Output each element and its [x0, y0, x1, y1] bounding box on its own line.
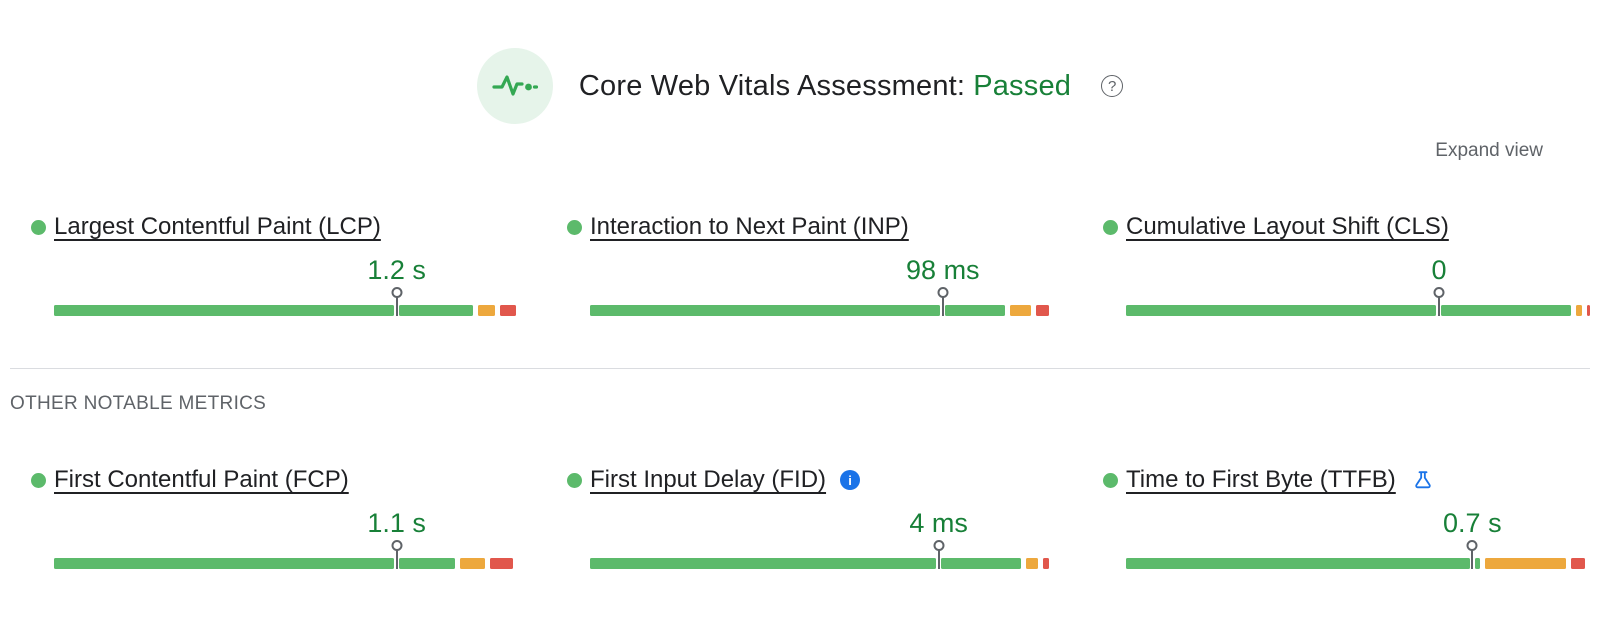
distribution-segment-poor — [1042, 558, 1050, 569]
metric-header: Largest Contentful Paint (LCP) — [31, 212, 517, 242]
distribution-segment-good — [399, 558, 455, 569]
metric-link[interactable]: First Input Delay (FID) — [590, 466, 827, 493]
metric-value: 4 ms — [909, 508, 968, 538]
assessment-status: Passed — [973, 69, 1072, 102]
other-metrics-section-label: OTHER NOTABLE METRICS — [10, 393, 267, 414]
metric-status-dot — [31, 219, 46, 235]
pin-stem — [937, 550, 940, 569]
percentile-pin-marker — [1433, 287, 1445, 316]
metric-link[interactable]: Largest Contentful Paint (LCP) — [54, 213, 381, 240]
distribution-segment-good — [590, 558, 936, 569]
distribution-segment-ni — [1009, 305, 1031, 316]
distribution-bar — [590, 305, 1053, 316]
distribution-segment-good — [1126, 305, 1437, 316]
pulse-icon — [476, 48, 553, 124]
distribution-bar — [590, 558, 1053, 569]
distribution-bar — [1126, 305, 1590, 316]
metric-header: First Input Delay (FID) i — [567, 465, 1053, 495]
metric-value: 98 ms — [906, 255, 980, 285]
metric-value: 0.7 s — [1443, 508, 1502, 538]
distribution-segment-ni — [459, 558, 486, 569]
distribution-segment-poor — [1035, 305, 1050, 316]
metric-card: First Contentful Paint (FCP) 1.1 s — [31, 465, 517, 569]
metric-header: Interaction to Next Paint (INP) — [567, 212, 1053, 242]
metric-distribution-chart: 0.7 s — [1126, 505, 1589, 569]
pin-stem — [941, 297, 944, 316]
distribution-bar — [54, 305, 517, 316]
cwv-assessment-header: Core Web Vitals Assessment: Passed ? — [0, 0, 1600, 124]
distribution-segment-good — [1474, 558, 1481, 569]
metric-distribution-chart: 0 — [1126, 252, 1590, 316]
metric-card: Interaction to Next Paint (INP) 98 ms — [567, 212, 1053, 316]
metric-link[interactable]: First Contentful Paint (FCP) — [54, 466, 349, 493]
metric-status-dot — [31, 472, 46, 488]
metric-value: 1.1 s — [367, 508, 426, 538]
pulse-icon-glyph — [492, 75, 538, 96]
metric-header: Time to First Byte (TTFB) — [1103, 465, 1589, 495]
expand-view-button[interactable]: Expand view — [1435, 140, 1543, 161]
metric-header: Cumulative Layout Shift (CLS) — [1103, 212, 1589, 242]
percentile-pin-marker — [391, 287, 403, 316]
percentile-pin-marker — [937, 287, 949, 316]
other-metrics-grid: First Contentful Paint (FCP) 1.1 s First… — [0, 465, 1600, 569]
distribution-segment-poor — [1570, 558, 1586, 569]
distribution-segment-ni — [478, 305, 495, 316]
distribution-bar — [54, 558, 517, 569]
distribution-segment-poor — [499, 305, 516, 316]
metric-value: 1.2 s — [367, 255, 426, 285]
percentile-pin-marker — [1466, 540, 1478, 569]
metric-distribution-chart: 4 ms — [590, 505, 1053, 569]
metric-card: Time to First Byte (TTFB) 0.7 s — [1103, 465, 1589, 569]
metric-distribution-chart: 98 ms — [590, 252, 1053, 316]
info-icon[interactable]: i — [840, 470, 861, 490]
distribution-segment-poor — [1586, 305, 1590, 316]
metric-status-dot — [567, 219, 582, 235]
metric-status-dot — [1103, 219, 1118, 235]
metric-status-dot — [1103, 472, 1118, 488]
page-title: Core Web Vitals Assessment: Passed — [579, 70, 1071, 103]
flask-icon — [1412, 469, 1434, 491]
distribution-segment-good — [940, 558, 1021, 569]
distribution-segment-good — [1126, 558, 1470, 569]
pin-stem — [395, 297, 398, 316]
distribution-segment-good — [944, 305, 1005, 316]
distribution-segment-ni — [1485, 558, 1566, 569]
percentile-pin-marker — [391, 540, 403, 569]
percentile-pin-marker — [933, 540, 945, 569]
assessment-label: Core Web Vitals Assessment: — [578, 69, 966, 102]
metric-value: 0 — [1431, 255, 1447, 285]
distribution-segment-good — [1441, 305, 1571, 316]
pin-stem — [1471, 550, 1474, 569]
metric-distribution-chart: 1.2 s — [54, 252, 517, 316]
distribution-segment-good — [399, 305, 474, 316]
metric-link[interactable]: Cumulative Layout Shift (CLS) — [1126, 213, 1449, 240]
section-divider — [10, 368, 1590, 369]
distribution-bar — [1126, 558, 1589, 569]
metric-card: Cumulative Layout Shift (CLS) 0 — [1103, 212, 1590, 316]
core-metrics-grid: Largest Contentful Paint (LCP) 1.2 s Int… — [0, 212, 1600, 316]
pin-stem — [1437, 297, 1440, 316]
distribution-segment-good — [54, 558, 395, 569]
metric-header: First Contentful Paint (FCP) — [31, 465, 517, 495]
help-icon[interactable]: ? — [1101, 75, 1124, 97]
metric-card: First Input Delay (FID) i 4 ms — [567, 465, 1053, 569]
metric-link[interactable]: Time to First Byte (TTFB) — [1126, 466, 1396, 493]
distribution-segment-poor — [490, 558, 513, 569]
metric-status-dot — [567, 472, 582, 488]
expand-view-row: Expand view — [0, 140, 1600, 162]
distribution-segment-good — [54, 305, 395, 316]
distribution-segment-ni — [1575, 305, 1582, 316]
metric-card: Largest Contentful Paint (LCP) 1.2 s — [31, 212, 517, 316]
metric-distribution-chart: 1.1 s — [54, 505, 517, 569]
pin-stem — [395, 550, 398, 569]
distribution-segment-good — [590, 305, 940, 316]
distribution-segment-ni — [1025, 558, 1038, 569]
metric-link[interactable]: Interaction to Next Paint (INP) — [590, 213, 909, 240]
